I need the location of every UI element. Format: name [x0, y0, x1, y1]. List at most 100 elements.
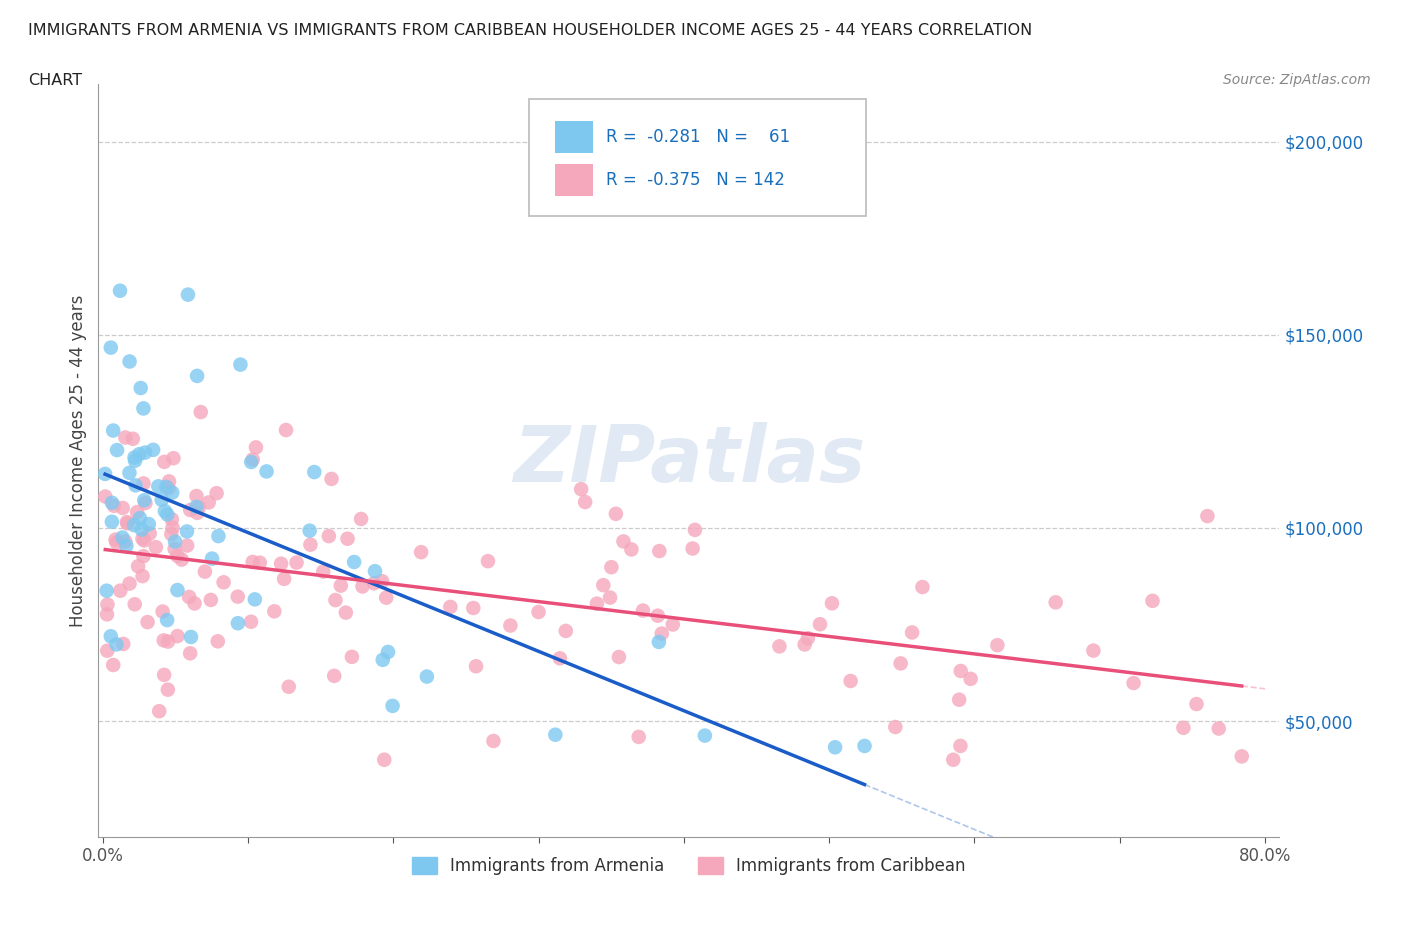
Point	[942, 752, 965, 767]
Point	[103, 658, 125, 672]
Point	[150, 492, 173, 507]
Point	[229, 357, 252, 372]
Point	[134, 493, 156, 508]
Point	[187, 499, 209, 514]
Point	[323, 669, 346, 684]
Point	[884, 720, 907, 735]
Point	[226, 616, 249, 631]
Point	[117, 516, 139, 531]
Point	[96, 583, 118, 598]
Point	[298, 524, 321, 538]
Point	[134, 496, 156, 511]
Point	[343, 554, 366, 569]
Point	[162, 485, 184, 500]
Point	[592, 578, 614, 592]
Point	[114, 534, 136, 549]
Point	[205, 485, 228, 500]
Point	[101, 496, 124, 511]
Point	[242, 452, 264, 467]
Point	[142, 443, 165, 458]
Legend: Immigrants from Armenia, Immigrants from Caribbean: Immigrants from Armenia, Immigrants from…	[405, 850, 973, 882]
Point	[186, 488, 208, 503]
Point	[124, 478, 146, 493]
Point	[648, 544, 671, 559]
Point	[103, 498, 125, 513]
Point	[371, 574, 394, 589]
Point	[890, 656, 912, 671]
Text: ZIPatlas: ZIPatlas	[513, 422, 865, 498]
Point	[131, 531, 153, 546]
Point	[1083, 644, 1105, 658]
Point	[352, 579, 374, 594]
Point	[94, 489, 117, 504]
Point	[377, 644, 399, 659]
Point	[465, 658, 488, 673]
Point	[544, 727, 567, 742]
Point	[256, 464, 278, 479]
FancyBboxPatch shape	[530, 99, 866, 216]
Point	[186, 499, 208, 514]
Point	[124, 450, 146, 465]
Point	[129, 380, 152, 395]
Point	[153, 504, 176, 519]
Point	[115, 514, 138, 529]
Point	[240, 455, 263, 470]
Point	[136, 615, 159, 630]
Point	[548, 651, 571, 666]
Point	[527, 604, 550, 619]
Point	[134, 445, 156, 460]
Point	[197, 495, 219, 510]
Point	[683, 523, 706, 538]
Point	[648, 634, 671, 649]
Point	[165, 534, 187, 549]
Point	[207, 634, 229, 649]
Point	[122, 518, 145, 533]
Point	[682, 541, 704, 556]
Point	[101, 423, 124, 438]
Point	[477, 553, 499, 568]
Point	[274, 422, 297, 437]
Point	[249, 555, 271, 570]
Point	[132, 549, 155, 564]
Point	[270, 556, 292, 571]
Point	[128, 446, 150, 461]
Point	[200, 592, 222, 607]
Point	[627, 729, 650, 744]
Point	[911, 579, 934, 594]
Text: Source: ZipAtlas.com: Source: ZipAtlas.com	[1223, 73, 1371, 86]
Point	[569, 482, 592, 497]
Point	[808, 617, 831, 631]
Point	[1122, 675, 1144, 690]
Point	[371, 652, 394, 667]
Point	[574, 495, 596, 510]
Point	[156, 683, 179, 698]
Point	[1185, 697, 1208, 711]
Point	[768, 639, 790, 654]
Point	[373, 752, 395, 767]
Point	[605, 507, 627, 522]
Point	[948, 692, 970, 707]
Point	[273, 571, 295, 586]
Point	[94, 467, 117, 482]
Point	[321, 472, 343, 486]
Point	[647, 608, 669, 623]
FancyBboxPatch shape	[555, 122, 593, 153]
Point	[463, 601, 485, 616]
Point	[363, 576, 385, 591]
Point	[318, 528, 340, 543]
Point	[179, 646, 201, 661]
Point	[821, 596, 844, 611]
Point	[612, 534, 634, 549]
Point	[127, 505, 149, 520]
Text: IMMIGRANTS FROM ARMENIA VS IMMIGRANTS FROM CARIBBEAN HOUSEHOLDER INCOME AGES 25 : IMMIGRANTS FROM ARMENIA VS IMMIGRANTS FR…	[28, 23, 1032, 38]
Point	[416, 670, 439, 684]
Point	[179, 502, 201, 517]
Point	[194, 565, 217, 579]
Point	[138, 517, 160, 532]
Point	[240, 615, 263, 630]
FancyBboxPatch shape	[555, 165, 593, 196]
Point	[101, 514, 124, 529]
Point	[134, 533, 156, 548]
Point	[600, 560, 623, 575]
Point	[148, 704, 170, 719]
